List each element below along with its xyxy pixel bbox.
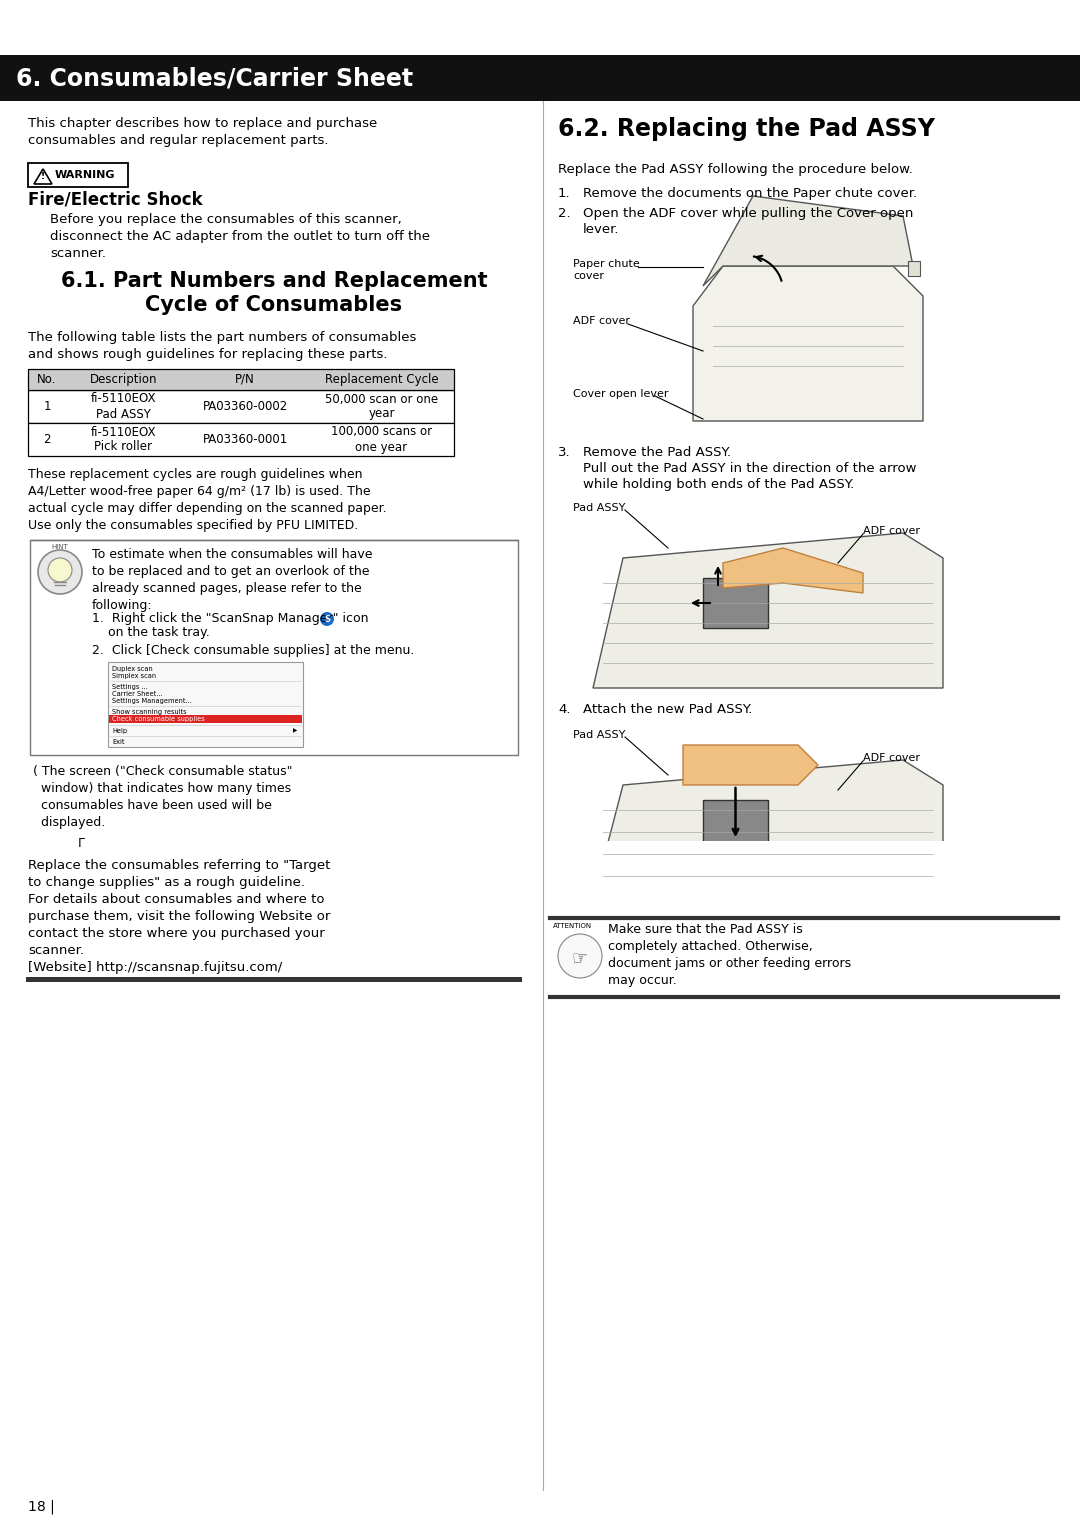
Circle shape <box>320 613 334 626</box>
Text: 6. Consumables/Carrier Sheet: 6. Consumables/Carrier Sheet <box>16 66 414 90</box>
Text: Paper chute
cover: Paper chute cover <box>573 260 639 281</box>
Text: Pad ASSY: Pad ASSY <box>573 730 625 740</box>
Text: Simplex scan: Simplex scan <box>112 672 157 678</box>
Circle shape <box>558 934 602 978</box>
Text: WARNING: WARNING <box>55 170 116 180</box>
Bar <box>26 976 522 983</box>
Text: Replace the Pad ASSY following the procedure below.: Replace the Pad ASSY following the proce… <box>558 163 913 176</box>
Text: ADF cover: ADF cover <box>863 753 920 762</box>
Text: Settings Management...: Settings Management... <box>112 698 192 704</box>
Text: ▶: ▶ <box>293 729 297 733</box>
Bar <box>28 368 454 390</box>
Text: 2.: 2. <box>558 206 570 220</box>
Bar <box>908 261 920 277</box>
Bar <box>550 993 1058 996</box>
Text: P/N: P/N <box>235 373 255 387</box>
Text: 6.2. Replacing the Pad ASSY: 6.2. Replacing the Pad ASSY <box>558 118 935 141</box>
Text: 1.: 1. <box>558 186 570 200</box>
Bar <box>703 801 768 850</box>
Text: Before you replace the consumables of this scanner,
disconnect the AC adapter fr: Before you replace the consumables of th… <box>50 212 430 260</box>
Text: 2.  Click [Check consumable supplies] at the menu.: 2. Click [Check consumable supplies] at … <box>92 643 415 657</box>
Text: while holding both ends of the Pad ASSY.: while holding both ends of the Pad ASSY. <box>583 478 854 490</box>
Circle shape <box>48 558 72 582</box>
Text: S: S <box>324 614 330 623</box>
Polygon shape <box>593 759 943 900</box>
Text: ☞: ☞ <box>572 949 589 967</box>
Text: 1.  Right click the "ScanSnap Manager" icon: 1. Right click the "ScanSnap Manager" ic… <box>92 613 368 625</box>
Text: on the task tray.: on the task tray. <box>108 626 210 639</box>
Bar <box>28 390 454 423</box>
Text: Description: Description <box>90 373 158 387</box>
Bar <box>550 840 1058 918</box>
Text: PA03360-0002: PA03360-0002 <box>202 400 287 413</box>
Polygon shape <box>693 266 923 422</box>
Text: ADF cover: ADF cover <box>573 316 630 325</box>
Text: Remove the Pad ASSY.: Remove the Pad ASSY. <box>583 446 731 458</box>
Bar <box>550 993 1058 996</box>
Text: 6.1. Part Numbers and Replacement: 6.1. Part Numbers and Replacement <box>60 270 487 290</box>
Bar <box>703 578 768 628</box>
Polygon shape <box>703 196 913 286</box>
Text: Open the ADF cover while pulling the Cover open: Open the ADF cover while pulling the Cov… <box>583 206 914 220</box>
Text: Make sure that the Pad ASSY is
completely attached. Otherwise,
document jams or : Make sure that the Pad ASSY is completel… <box>608 923 851 987</box>
Text: Γ: Γ <box>78 837 85 850</box>
Text: Fire/Electric Shock: Fire/Electric Shock <box>28 191 203 209</box>
Text: To estimate when the consumables will have
to be replaced and to get an overlook: To estimate when the consumables will ha… <box>92 549 373 613</box>
Text: The following table lists the part numbers of consumables
and shows rough guidel: The following table lists the part numbe… <box>28 332 417 361</box>
Text: Show scanning results: Show scanning results <box>112 709 187 715</box>
Text: Replace the consumables referring to "Target
to change supplies" as a rough guid: Replace the consumables referring to "Ta… <box>28 859 330 973</box>
Text: This chapter describes how to replace and purchase
consumables and regular repla: This chapter describes how to replace an… <box>28 118 377 147</box>
Text: Settings ...: Settings ... <box>112 685 148 691</box>
Bar <box>28 163 129 186</box>
Text: fi-5110EOX
Pad ASSY: fi-5110EOX Pad ASSY <box>91 393 157 420</box>
Polygon shape <box>723 549 863 593</box>
Text: Remove the documents on the Paper chute cover.: Remove the documents on the Paper chute … <box>583 186 917 200</box>
Bar <box>109 715 302 723</box>
Text: No.: No. <box>38 373 56 387</box>
Bar <box>0 55 1080 101</box>
Polygon shape <box>683 746 818 785</box>
Text: Replacement Cycle: Replacement Cycle <box>325 373 438 387</box>
Circle shape <box>38 550 82 594</box>
Text: 2: 2 <box>43 432 51 446</box>
Text: ATTENTION: ATTENTION <box>553 923 592 929</box>
Text: Pull out the Pad ASSY in the direction of the arrow: Pull out the Pad ASSY in the direction o… <box>583 461 917 475</box>
Text: Cycle of Consumables: Cycle of Consumables <box>146 295 403 315</box>
Text: Exit: Exit <box>112 740 124 746</box>
Text: Carrier Sheet...: Carrier Sheet... <box>112 691 163 697</box>
Text: Cover open lever: Cover open lever <box>573 390 669 399</box>
Bar <box>28 423 454 455</box>
Text: Pad ASSY: Pad ASSY <box>573 503 625 513</box>
Bar <box>30 539 518 755</box>
Text: lever.: lever. <box>583 223 620 235</box>
Text: !: ! <box>41 173 45 180</box>
Text: fi-5110EOX
Pick roller: fi-5110EOX Pick roller <box>91 425 157 454</box>
Text: Help: Help <box>112 727 127 733</box>
Text: ADF cover: ADF cover <box>863 526 920 536</box>
Text: 4.: 4. <box>558 703 570 717</box>
Text: Attach the new Pad ASSY.: Attach the new Pad ASSY. <box>583 703 753 717</box>
Text: 18 |: 18 | <box>28 1500 55 1514</box>
Text: 100,000 scans or
one year: 100,000 scans or one year <box>330 425 432 454</box>
Text: ( The screen ("Check consumable status"
  window) that indicates how many times
: ( The screen ("Check consumable status" … <box>33 766 293 830</box>
Text: HINT: HINT <box>52 544 68 550</box>
Text: Check consumable supplies: Check consumable supplies <box>112 717 205 723</box>
Text: PA03360-0001: PA03360-0001 <box>202 432 287 446</box>
Text: 1: 1 <box>43 400 51 413</box>
Polygon shape <box>593 533 943 688</box>
Bar <box>108 662 303 747</box>
Text: Duplex scan: Duplex scan <box>112 666 152 672</box>
Text: 3.: 3. <box>558 446 570 458</box>
Text: These replacement cycles are rough guidelines when
A4/Letter wood-free paper 64 : These replacement cycles are rough guide… <box>28 468 387 532</box>
Text: 50,000 scan or one
year: 50,000 scan or one year <box>325 393 438 420</box>
